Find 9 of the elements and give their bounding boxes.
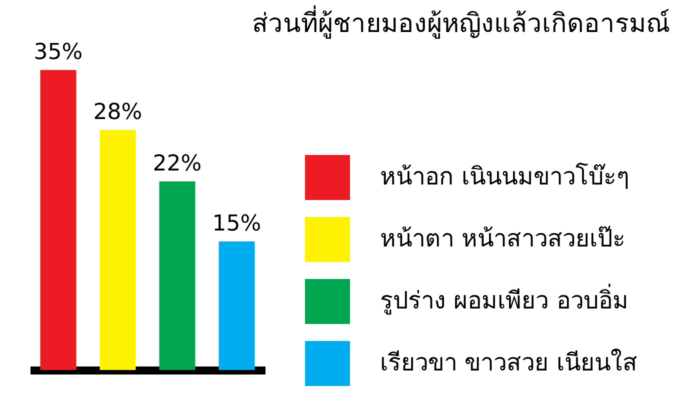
legend-label: หน้าตา หน้าสาวสวยเป๊ะ — [380, 224, 626, 252]
data-label: 35% — [34, 40, 83, 65]
legend-label: รูปร่าง ผอมเพียว อวบอิ่ม — [380, 284, 628, 316]
legend-label: เรียวขา ขาวสวย เนียนใส — [380, 348, 638, 376]
text: ส่วนที่ผู้ชายมองผู้หญิงแล้วเกิดอารมณ์ — [252, 5, 670, 39]
data-label: 28% — [93, 100, 142, 125]
data-label: 22% — [152, 151, 202, 176]
data-label: 15% — [212, 211, 262, 236]
legend-label: หน้าอก เนินนมขาวโบ๊ะๆ — [380, 162, 630, 190]
